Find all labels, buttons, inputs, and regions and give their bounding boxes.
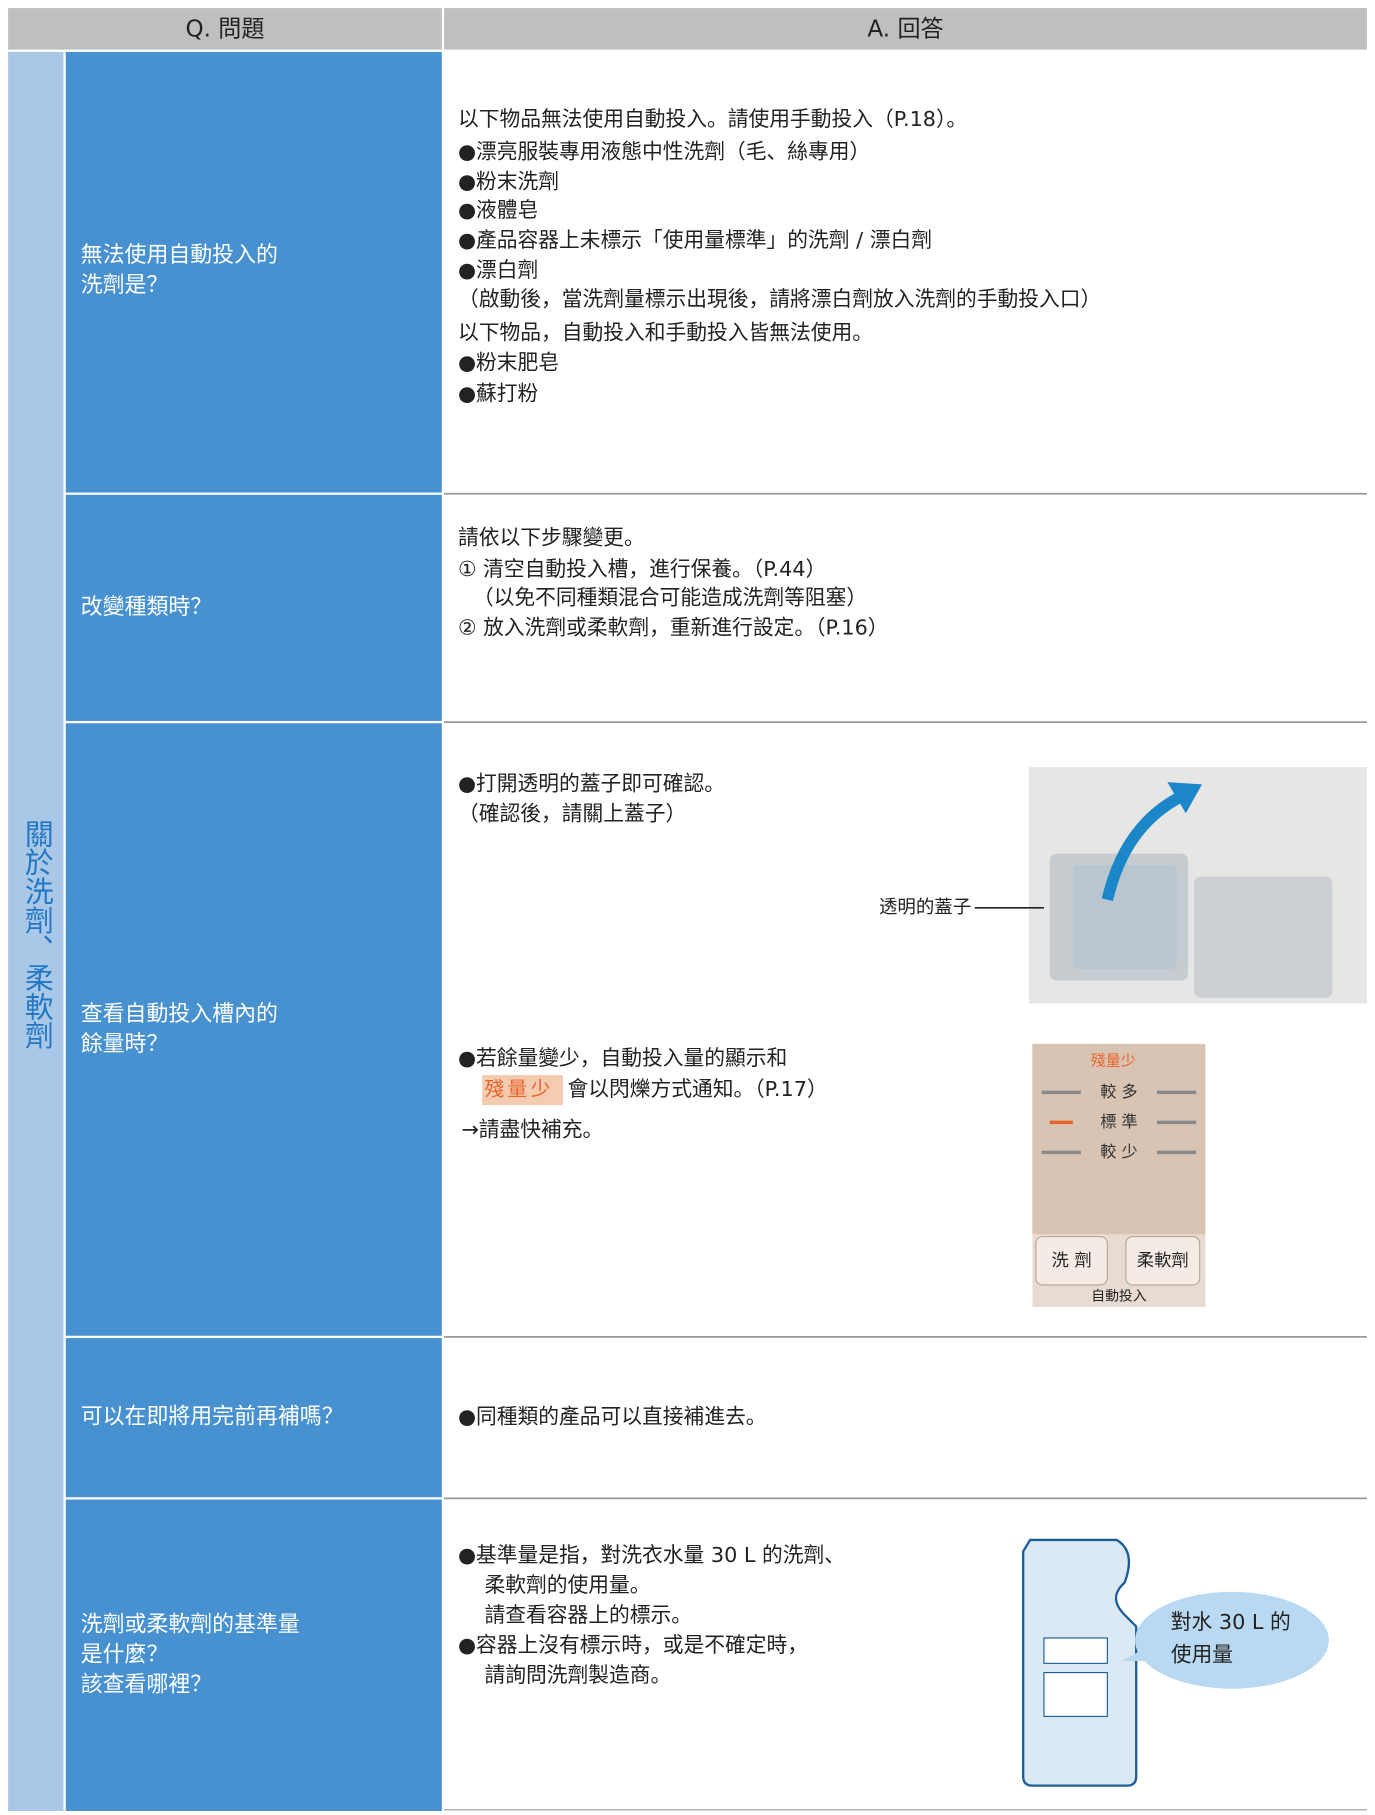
question-text: 餘量時？ [81,1032,169,1057]
question-text: 洗劑是？ [81,273,169,298]
answer-text: ●漂白劑 [458,258,538,282]
question-text: 洗劑或柔軟劑的基準量 [81,1612,300,1637]
answer-text: ●粉末洗劑 [458,169,559,193]
header-answer: A. 回答 [867,16,943,42]
question-cell [65,1338,442,1498]
answer-text: 會以閃爍方式通知。（P.17） [568,1077,828,1101]
bottle-label [1043,1637,1108,1664]
answer-text: （確認後，請關上蓋子） [458,801,686,825]
answer-text: ●同種類的產品可以直接補進去。 [458,1405,767,1429]
answer-text: ●漂亮服裝專用液態中性洗劑（毛、絲專用） [458,139,870,163]
answer-text: （啟動後，當洗劑量標示出現後，請將漂白劑放入洗劑的手動投入口） [458,287,1101,311]
highlight-text: 殘量少 [484,1078,553,1101]
answer-text: 請查看容器上的標示。 [484,1603,692,1627]
answer-text: 請詢問洗劑製造商。 [484,1663,671,1687]
answer-text: ●粉末肥皂 [458,350,559,374]
panel-softener: 柔軟劑 [1137,1251,1189,1271]
question-text: 無法使用自動投入的 [81,243,278,268]
answer-text: ●蘇打粉 [458,381,539,405]
answer-text: ●容器上沒有標示時，或是不確定時， [458,1633,808,1657]
bubble [1135,1591,1329,1689]
section-title: 關於洗劑、柔軟劑 [21,819,55,1050]
panel-level: 較 少 [1100,1142,1137,1161]
panel-button [1125,1235,1201,1286]
lid-arrow [1101,790,1186,902]
question-text: 查看自動投入槽內的 [81,1002,278,1027]
question-text: 是什麼？ [81,1642,169,1667]
panel-top [1032,1043,1206,1235]
panel-auto: 自動投入 [1091,1289,1146,1305]
answer-text: ●基準量是指，對洗衣水量 30 L 的洗劑、 [458,1543,845,1567]
answer-text: 請依以下步驟變更。 [458,526,645,550]
lid-label: 透明的蓋子 [879,897,971,918]
header-question: Q. 問題 [185,16,264,42]
header-cell [444,8,1367,50]
panel-level: 標 準 [1100,1112,1137,1131]
question-cell [65,494,442,721]
question-cell [65,1499,442,1811]
question-cell [65,723,442,1336]
answer-text: ●打開透明的蓋子即可確認。 [458,771,725,795]
question-text: 可以在即將用完前再補嗎？ [81,1405,344,1430]
answer-text: ●若餘量變少，自動投入量的顯示和 [458,1046,787,1070]
question-text: 該查看哪裡？ [81,1672,212,1697]
question-cell [65,51,442,493]
lid-cover [1072,865,1177,969]
highlight-bg [482,1075,563,1106]
panel-remaining: 殘量少 [1091,1052,1136,1070]
panel-detergent: 洗 劑 [1052,1251,1092,1271]
answer-text: ●液體皂 [458,198,538,222]
lid-arrowhead [1167,782,1202,814]
bubble-text: 對水 30 L 的 [1171,1610,1291,1634]
answer-text: 以下物品無法使用自動投入。請使用手動投入（P.18）。 [458,107,967,131]
answer-text: →請盡快補充。 [461,1117,603,1141]
bottle-table [1043,1672,1108,1717]
header-cell [8,8,442,50]
answer-text: ① 清空自動投入槽，進行保養。（P.44） [458,557,826,581]
panel-level: 較 多 [1100,1082,1137,1101]
answer-text: （以免不同種類混合可能造成洗劑等阻塞） [473,586,867,610]
question-text: 改變種類時？ [81,595,212,620]
bubble-text: 使用量 [1171,1642,1233,1666]
answer-text: 以下物品，自動投入和手動投入皆無法使用。 [458,320,873,344]
section-cell [8,51,64,1812]
answer-text: ●產品容器上未標示「使用量標準」的洗劑 / 漂白劑 [458,228,932,252]
answer-text: 柔軟劑的使用量。 [484,1573,650,1597]
answer-text: ② 放入洗劑或柔軟劑，重新進行設定。（P.16） [458,616,889,640]
panel-button [1035,1235,1108,1286]
lid-box [1193,876,1333,998]
